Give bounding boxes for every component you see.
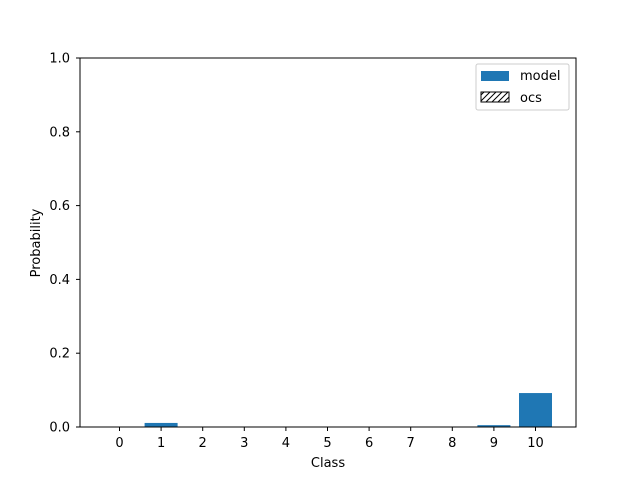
x-tick-label: 2 [199,436,207,451]
bar-model-9 [477,425,511,427]
y-tick-label: 1.0 [49,52,70,67]
x-axis: 0 1 2 3 4 5 6 7 8 9 10 [115,427,544,451]
bar-model-10 [519,393,552,427]
x-tick-label: 6 [365,436,373,451]
bar-model-1 [144,422,178,427]
legend-swatch-ocs [480,91,510,103]
plot-area [79,57,577,428]
x-tick-label: 1 [157,436,165,451]
x-tick-label: 7 [407,436,415,451]
x-tick-label: 5 [323,436,331,451]
x-tick-label: 10 [527,436,544,451]
legend: model ocs [475,63,570,111]
legend-label-ocs: ocs [520,91,542,106]
legend-swatch-model [481,71,509,81]
y-tick-label: 0.8 [49,125,70,140]
y-tick-label: 0.4 [49,273,70,288]
bars [103,393,552,428]
y-tick-label: 0.2 [49,347,70,362]
y-axis: 0.0 0.2 0.4 0.6 0.8 1.0 [49,52,80,436]
y-tick-label: 0.0 [49,421,70,436]
x-tick-label: 0 [115,436,123,451]
y-axis-label: Probability [29,208,44,277]
x-axis-label: Class [311,456,345,471]
x-tick-label: 3 [240,436,248,451]
x-tick-label: 8 [448,436,456,451]
y-tick-label: 0.6 [49,199,70,214]
legend-label-model: model [520,69,560,84]
x-tick-label: 4 [282,436,290,451]
x-tick-label: 9 [490,436,498,451]
